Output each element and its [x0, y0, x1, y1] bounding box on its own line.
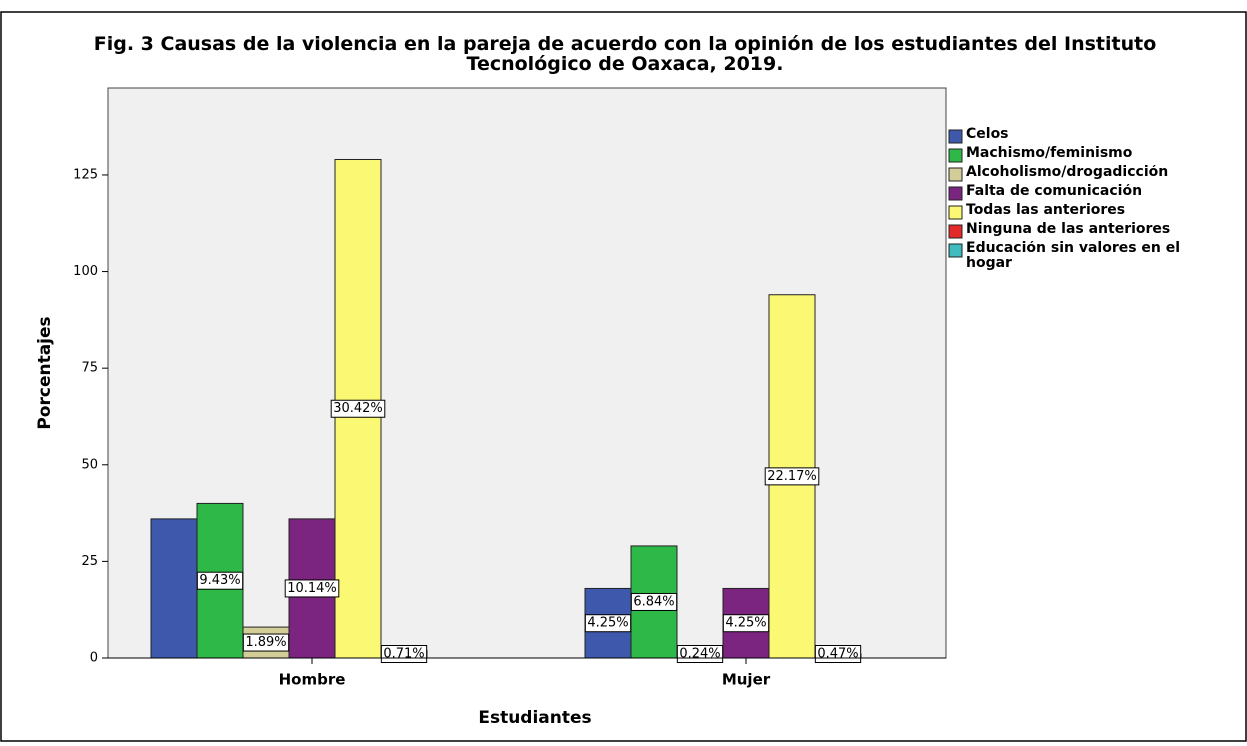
percent-label-text: 9.43%	[199, 573, 240, 588]
y-tick-label: 50	[81, 457, 98, 472]
percent-label: 22.17%	[764, 467, 820, 486]
percent-label: 4.25%	[584, 614, 632, 633]
legend-swatch	[948, 167, 963, 182]
x-tick-label: Hombre	[279, 671, 346, 689]
percent-label-text: 4.25%	[587, 616, 628, 631]
percent-label-text: 0.71%	[383, 647, 424, 662]
y-tick-label: 75	[81, 361, 98, 376]
percent-label-box	[242, 633, 290, 652]
legend-label: Ninguna de las anteriores	[966, 222, 1171, 237]
percent-label-box	[284, 579, 340, 598]
legend-swatch	[948, 186, 963, 201]
x-axis-label: Estudiantes	[478, 708, 591, 728]
percent-label-box	[630, 592, 678, 611]
legend-label: Educación sin valores en el hogar	[966, 241, 1181, 271]
percent-label: 4.25%	[722, 614, 770, 633]
legend-swatch	[948, 243, 963, 258]
percent-label-box	[330, 399, 386, 418]
legend-label: Alcoholismo/drogadicción	[966, 165, 1169, 180]
legend-swatch	[948, 148, 963, 163]
percent-label-box	[764, 467, 820, 486]
legend-item: Falta de comunicación	[966, 184, 1143, 199]
percent-label-text: 4.25%	[725, 616, 766, 631]
percent-label-box	[584, 614, 632, 633]
percent-label-text: 6.84%	[633, 594, 674, 609]
legend-item: Todas las anteriores	[966, 203, 1126, 218]
title-box: Fig. 3 Causas de la violencia en la pare…	[93, 34, 1157, 75]
percent-label-text: 0.47%	[817, 647, 858, 662]
legend-item: Alcoholismo/drogadicción	[966, 165, 1169, 180]
percent-label: 1.89%	[242, 633, 290, 652]
bar	[150, 518, 198, 659]
y-tick-label: 25	[81, 554, 98, 569]
percent-label-text: 1.89%	[245, 635, 286, 650]
percent-label: 6.84%	[630, 592, 678, 611]
chart-title: Fig. 3 Causas de la violencia en la pare…	[93, 34, 1157, 75]
percent-label-box	[722, 614, 770, 633]
legend-swatch	[948, 224, 963, 239]
legend-swatch	[948, 205, 963, 220]
percent-label-text: 0.24%	[679, 647, 720, 662]
percent-label-text: 30.42%	[333, 401, 383, 416]
percent-label: 0.71%	[380, 645, 428, 663]
y-tick-label: 100	[73, 264, 98, 279]
percent-label-text: 22.17%	[767, 469, 817, 484]
y-tick-label: 0	[90, 651, 98, 666]
legend-label: Falta de comunicación	[966, 184, 1143, 199]
percent-label-box	[196, 571, 244, 590]
legend-label: Celos	[966, 127, 1009, 142]
percent-label-text: 10.14%	[287, 581, 337, 596]
x-tick-label: Mujer	[722, 671, 771, 689]
percent-label: 9.43%	[196, 571, 244, 590]
percent-label: 10.14%	[284, 579, 340, 598]
legend-item: Machismo/feminismo	[966, 146, 1133, 161]
y-axis-label: Porcentajes	[35, 316, 55, 429]
legend-item: Celos	[966, 127, 1009, 142]
percent-label: 0.47%	[814, 645, 862, 663]
percent-label: 30.42%	[330, 399, 386, 418]
y-tick-label: 125	[73, 167, 98, 182]
legend-label: Machismo/feminismo	[966, 146, 1133, 161]
percent-label: 0.24%	[676, 645, 724, 663]
legend-label: Todas las anteriores	[966, 203, 1126, 218]
legend-item: Ninguna de las anteriores	[966, 222, 1171, 237]
legend-item: Educación sin valores en el hogar	[966, 241, 1181, 271]
legend-swatch	[948, 129, 963, 144]
